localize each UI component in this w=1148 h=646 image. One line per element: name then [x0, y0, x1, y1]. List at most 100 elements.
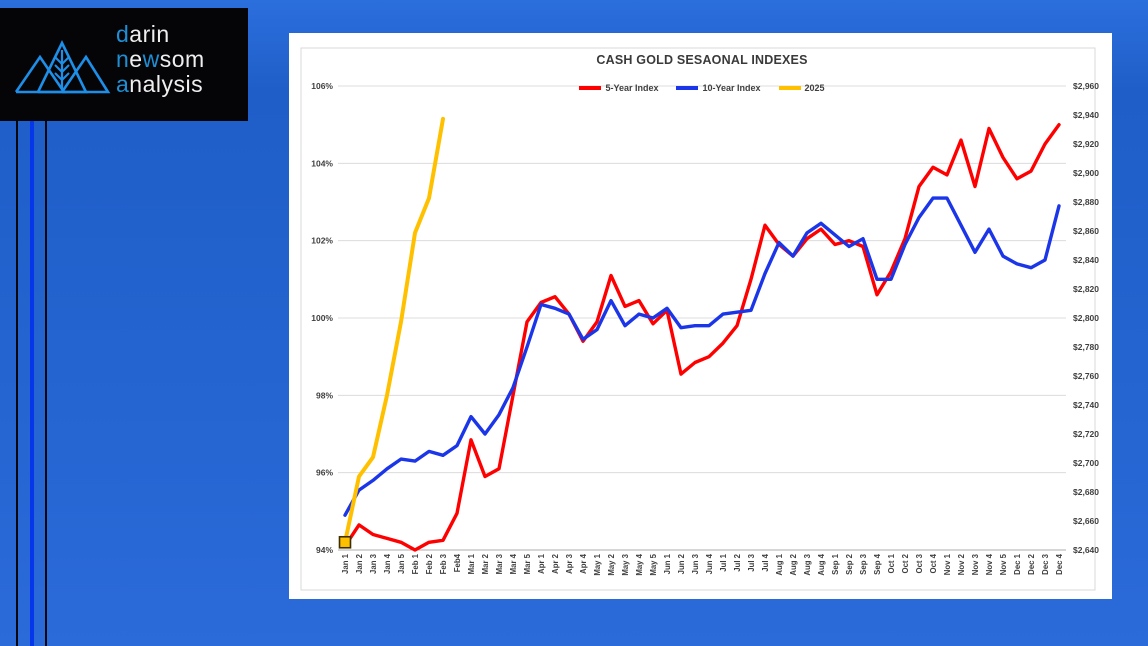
y-axis-right-label: $2,700 [1073, 458, 1099, 468]
x-axis-label: Mar 1 [467, 553, 476, 574]
x-axis-label: Jun 1 [663, 553, 672, 574]
x-axis-label: May 4 [635, 553, 644, 575]
y-axis-right-label: $2,740 [1073, 400, 1099, 410]
x-axis-label: Aug 3 [803, 553, 812, 575]
x-axis-label: Mar 3 [495, 553, 504, 574]
x-axis-label: Aug 2 [789, 553, 798, 575]
y-axis-right-label: $2,660 [1073, 516, 1099, 526]
x-axis-label: Apr 2 [551, 553, 560, 574]
x-axis-label: May 2 [607, 553, 616, 575]
y-axis-left-label: 94% [316, 545, 333, 555]
x-axis-label: Jun 4 [705, 553, 714, 574]
y-axis-right-label: $2,940 [1073, 110, 1099, 120]
legend-swatch [676, 86, 699, 90]
x-axis-label: Dec 1 [1013, 553, 1022, 574]
x-axis-label: Jun 2 [677, 553, 686, 574]
x-axis-label: Jul 1 [719, 553, 728, 571]
y-axis-left-label: 100% [311, 313, 333, 323]
chart-legend: 5-Year Index 10-Year Index 2025 [338, 83, 1066, 93]
legend-item-2025: 2025 [778, 83, 825, 93]
x-axis-label: Jun 3 [691, 553, 700, 574]
x-axis-label: May 3 [621, 553, 630, 575]
x-axis-label: May 5 [649, 553, 658, 575]
x-axis-label: Jul 4 [761, 553, 770, 571]
x-axis-label: Apr 1 [537, 553, 546, 574]
decor-stripe-right [45, 121, 47, 646]
seasonal-index-chart: 106% 104% 102% 100% 98% 96% 94% $2,960 $2,940 $2,… [300, 47, 1099, 591]
x-axis-label: Jan 3 [369, 553, 378, 574]
x-axis-label: Nov 1 [943, 553, 952, 575]
logo-mountain-wheat-icon [14, 40, 111, 94]
x-axis-label: Feb 2 [425, 553, 434, 574]
y-axis-right-label: $2,920 [1073, 139, 1099, 149]
x-axis-label: Oct 4 [929, 553, 938, 573]
y-axis-left-label: 98% [316, 390, 333, 400]
x-axis-label: Jan 2 [355, 553, 364, 574]
x-axis-label: Feb 3 [439, 553, 448, 574]
x-axis-label: Jul 2 [733, 553, 742, 571]
chart-title: CASH GOLD SESAONAL INDEXES [596, 53, 808, 67]
legend-label: 2025 [804, 83, 825, 93]
x-axis-label: Oct 2 [901, 553, 910, 573]
series-start-marker-2025 [338, 535, 352, 549]
x-axis-label: Jan 4 [383, 553, 392, 574]
x-axis-label: Nov 5 [999, 553, 1008, 575]
y-axis-right-label: $2,760 [1073, 371, 1099, 381]
legend-label: 5-Year Index [605, 83, 659, 93]
y-axis-left-label: 106% [311, 81, 333, 91]
series-line-5-year-index [343, 122, 1061, 552]
x-axis-label: Oct 3 [915, 553, 924, 573]
x-axis-label: Dec 3 [1041, 553, 1050, 574]
y-axis-left-label: 96% [316, 468, 333, 478]
y-axis-right-label: $2,800 [1073, 313, 1099, 323]
legend-item-5-year-index: 5-Year Index [579, 83, 658, 93]
y-axis-right-label: $2,780 [1073, 342, 1099, 352]
x-axis-label: Sep 4 [873, 553, 882, 574]
y-axis-left-label: 102% [311, 236, 333, 246]
y-axis-right-label: $2,640 [1073, 545, 1099, 555]
y-axis-right-label: $2,960 [1073, 81, 1099, 91]
x-axis-label: Jul 3 [747, 553, 756, 571]
x-axis-label: Sep 3 [859, 553, 868, 574]
x-axis-label: Jan 5 [397, 553, 406, 574]
logo-text: darin newsom analysis [116, 21, 205, 97]
chart-panel: CASH GOLD SESAONAL INDEXES 5-Year Index 1… [289, 33, 1112, 599]
y-axis-right-label: $2,840 [1073, 255, 1099, 265]
x-axis-label: Dec 2 [1027, 553, 1036, 574]
y-axis-right-label: $2,880 [1073, 197, 1099, 207]
y-axis-right-label: $2,720 [1073, 429, 1099, 439]
y-axis-right-label: $2,900 [1073, 168, 1099, 178]
logo-darin-newsom-analysis: darin newsom analysis [0, 8, 248, 121]
y-axis-right-label: $2,820 [1073, 284, 1099, 294]
x-axis-label: Sep 1 [831, 553, 840, 574]
x-axis-label: Mar 4 [509, 553, 518, 574]
x-axis-label: Nov 3 [971, 553, 980, 575]
series-line-2025 [343, 116, 445, 545]
legend-label: 10-Year Index [702, 83, 761, 93]
x-axis-label: Apr 4 [579, 553, 588, 574]
x-axis-label: Mar 2 [481, 553, 490, 574]
decor-stripe-left [16, 121, 18, 646]
x-axis-label: Feb4 [453, 553, 462, 572]
x-axis-label: Aug 1 [775, 553, 784, 575]
legend-swatch [579, 86, 602, 90]
x-axis-label: Aug 4 [817, 553, 826, 575]
y-axis-right-label: $2,680 [1073, 487, 1099, 497]
x-axis-label: May 1 [593, 553, 602, 575]
x-axis-label: Nov 4 [985, 553, 994, 575]
x-axis-label: Apr 3 [565, 553, 574, 574]
x-axis-label: Nov 2 [957, 553, 966, 575]
x-axis-label: Dec 4 [1055, 553, 1064, 574]
legend-item-10-year-index: 10-Year Index [676, 83, 761, 93]
chart-frame [300, 47, 1096, 591]
y-axis-right-label: $2,860 [1073, 226, 1099, 236]
y-axis-left-label: 104% [311, 158, 333, 168]
decor-stripe-middle [30, 121, 34, 646]
x-axis-label: Oct 1 [887, 553, 896, 573]
x-axis-label: Feb 1 [411, 553, 420, 574]
series-line-10-year-index [343, 196, 1061, 517]
x-axis-label: Mar 5 [523, 553, 532, 574]
x-axis-label: Sep 2 [845, 553, 854, 574]
x-axis-label: Jan 1 [341, 553, 350, 574]
